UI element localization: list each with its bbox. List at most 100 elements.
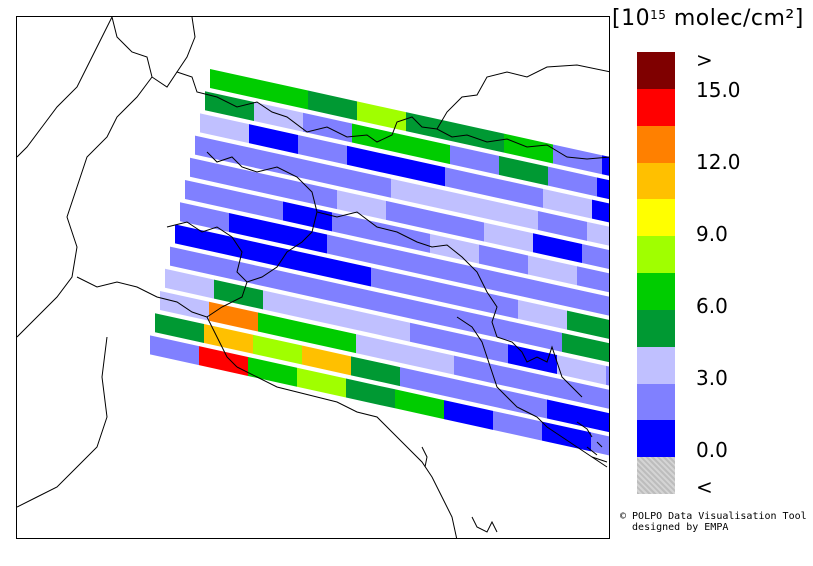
swath-pixel: [400, 367, 449, 397]
legend-tick-label: 12.0: [696, 150, 741, 174]
legend-swatch: [637, 162, 675, 200]
legend-swatch: [637, 346, 675, 384]
swath-pixel: [258, 312, 307, 343]
swath-pixel: [248, 356, 297, 387]
swath-pixel: [391, 178, 440, 209]
map-canvas[interactable]: [17, 17, 610, 539]
swath-pixel: [298, 134, 347, 165]
swath-pixel: [562, 332, 609, 363]
swath-pixel: [210, 69, 259, 99]
border-line: [166, 221, 248, 318]
swath-pixel: [190, 157, 239, 188]
swath-pixel: [493, 410, 542, 441]
swath-pixel: [376, 245, 425, 276]
swath-pixel: [547, 399, 596, 430]
swath-pixel: [150, 335, 199, 366]
color-legend: [637, 52, 675, 495]
legend-swatch: [637, 420, 675, 458]
swath-pixel: [361, 311, 410, 342]
swath-pixel: [498, 388, 547, 419]
swath-pixel: [308, 90, 357, 121]
swath-pixel: [234, 190, 283, 221]
swath-pixel: [180, 202, 229, 232]
swath-pixel: [283, 201, 332, 232]
swath-pixel: [401, 134, 450, 165]
swath-pixel: [249, 124, 298, 154]
swath-pixel: [548, 166, 597, 197]
swath-pixel: [229, 212, 278, 243]
swath-pixel: [165, 268, 214, 299]
swath-pixel: [175, 224, 224, 255]
swath-pixel: [199, 346, 248, 376]
swath-pixel: [582, 244, 609, 269]
legend-tick-label: 3.0: [696, 366, 728, 390]
legend-title-exponent: 15: [650, 8, 667, 22]
legend-tick-label: 15.0: [696, 78, 741, 102]
coastline: [421, 446, 428, 468]
swath-pixel: [337, 190, 386, 220]
swath-pixel: [430, 233, 479, 264]
legend-swatch: [637, 309, 675, 348]
coastline: [496, 336, 583, 398]
swath-pixel: [445, 167, 494, 198]
swath-pixel: [259, 79, 308, 110]
swath-pixel: [479, 244, 528, 275]
coastline: [471, 516, 498, 533]
legend-tick-label: 9.0: [696, 222, 728, 246]
swath-pixel: [195, 135, 244, 166]
swath-pixel: [204, 323, 253, 354]
swath-pixel: [543, 188, 592, 219]
legend-tick-label: <: [696, 475, 713, 499]
swath-pixel: [503, 366, 552, 397]
country-borders-and-coastlines: [17, 17, 609, 538]
coastline: [456, 316, 608, 468]
swath-pixel: [596, 410, 609, 433]
swath-pixel: [425, 256, 474, 286]
swath-pixel: [395, 389, 444, 420]
legend-swatch: [637, 88, 675, 127]
swath-pixel: [332, 212, 381, 243]
swath-pixel: [474, 266, 523, 297]
swath-pixel: [513, 322, 562, 352]
swath-pixel: [386, 200, 435, 231]
swath-pixel: [464, 311, 513, 342]
legend-swatch: [637, 236, 675, 274]
swath-pixel: [268, 268, 317, 298]
legend-tick-label: 0.0: [696, 438, 728, 462]
swath-pixel: [322, 256, 371, 287]
swath-pixel: [342, 167, 391, 198]
swath-pixel: [567, 310, 609, 339]
swath-pixel: [357, 101, 406, 132]
swath-pixel: [444, 400, 493, 430]
border-line: [436, 64, 609, 130]
swath-pixel: [557, 355, 606, 385]
border-line: [17, 76, 153, 338]
swath-pixel: [469, 289, 518, 319]
swath-pixel: [415, 300, 464, 331]
legend-tick-label: >: [696, 48, 713, 72]
swath-pixel: [602, 155, 609, 176]
satellite-swaths: [150, 69, 609, 456]
swath-pixel: [366, 289, 415, 320]
swath-pixel: [542, 421, 591, 452]
coastline: [236, 366, 458, 538]
swath-pixel: [489, 200, 538, 231]
swath-pixel: [371, 267, 420, 298]
swath-pixel: [597, 177, 609, 200]
swath-pixel: [352, 123, 401, 154]
swath-pixel: [494, 178, 543, 208]
border-line: [17, 336, 108, 508]
credit-line-2: designed by EMPA: [620, 522, 729, 533]
credit-line-1: © POLPO Data Visualisation Tool: [620, 511, 807, 522]
swath-pixel: [297, 367, 346, 398]
legend-swatch: [637, 52, 675, 90]
swath-pixel: [518, 299, 567, 330]
swath-pixel: [450, 145, 499, 175]
legend-swatch: [637, 457, 675, 495]
map-panel[interactable]: [16, 16, 610, 539]
legend-swatch: [637, 273, 675, 311]
swath-pixel: [440, 189, 489, 220]
swath-pixel: [312, 301, 361, 331]
legend-swatch: [637, 383, 675, 421]
swath-pixel: [455, 122, 504, 153]
